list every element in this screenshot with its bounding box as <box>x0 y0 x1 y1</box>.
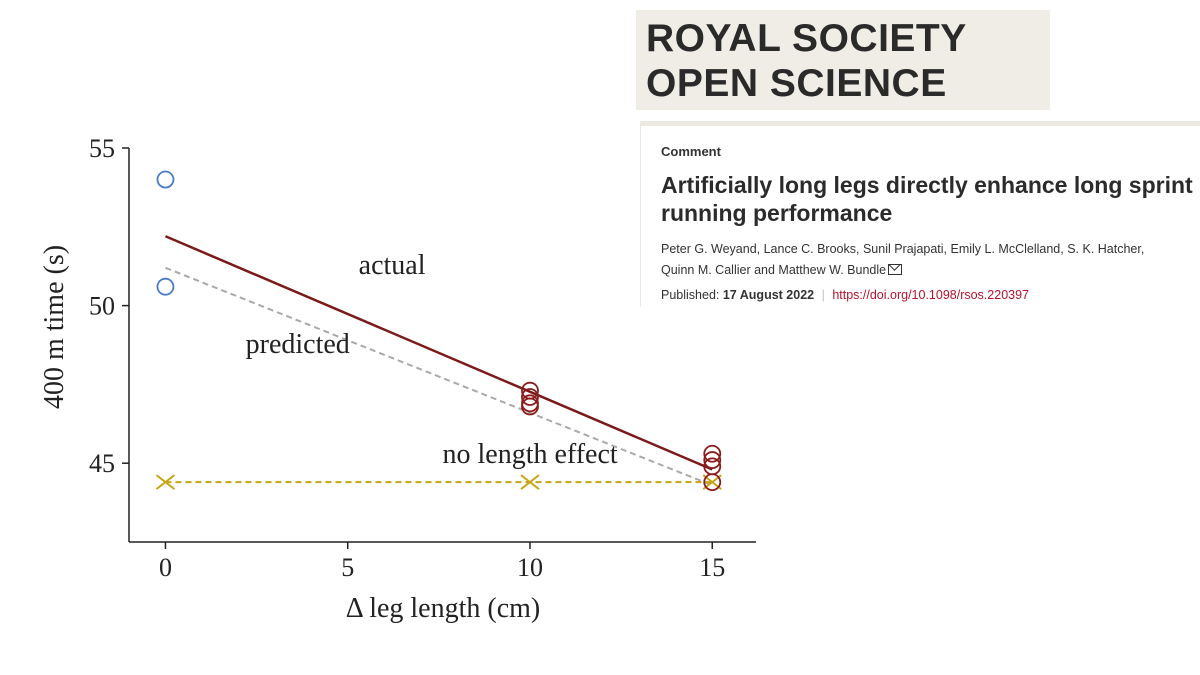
x-marker-stroke <box>155 474 176 490</box>
x-tick-label: 5 <box>341 553 354 582</box>
x-marker <box>520 474 540 490</box>
predicted-line <box>165 266 713 487</box>
x-marker <box>155 474 176 490</box>
article-title[interactable]: Artificially long legs directly enhance … <box>661 172 1193 226</box>
mail-icon[interactable] <box>888 264 903 276</box>
published-label: Published: <box>661 288 720 302</box>
circle-marker <box>521 397 539 416</box>
y-tick-label: 45 <box>89 449 115 478</box>
circle-marker <box>521 388 539 406</box>
journal-name-line2: OPEN SCIENCE <box>646 62 947 105</box>
authors-line-2: Quinn M. Callier and Matthew W. Bundle <box>661 263 887 277</box>
circle-marker <box>703 473 722 492</box>
publication-info: Published: 17 August 2022 | https://doi.… <box>661 288 1200 302</box>
journal-banner: ROYAL SOCIETY OPEN SCIENCE <box>636 10 1050 110</box>
circle-marker <box>156 170 175 189</box>
y-tick-label: 50 <box>89 292 115 321</box>
annotation-label: predicted <box>246 329 350 360</box>
circle-marker <box>156 277 175 296</box>
authors-line-2-wrap: Quinn M. Callier and Matthew W. Bundle <box>661 260 1200 281</box>
y-tick-label: 55 <box>89 134 115 163</box>
x-marker-stroke <box>520 474 540 490</box>
x-tick-label: 0 <box>159 553 172 582</box>
chart-series <box>164 235 713 487</box>
circle-marker <box>703 451 722 469</box>
annotation-label: no length effect <box>443 439 618 470</box>
x-axis-label: Δ leg length (cm) <box>346 593 541 624</box>
x-tick-label: 10 <box>517 553 543 582</box>
actual-line <box>164 235 713 471</box>
journal-name-line1: ROYAL SOCIETY <box>646 17 967 60</box>
article-authors: Peter G. Weyand, Lance C. Brooks, Sunil … <box>661 239 1200 281</box>
publication-divider: | <box>821 288 825 302</box>
x-tick-label: 15 <box>699 553 725 582</box>
chart-markers <box>155 170 722 492</box>
authors-line-1: Peter G. Weyand, Lance C. Brooks, Sunil … <box>661 242 1145 256</box>
doi-link[interactable]: https://doi.org/10.1098/rsos.220397 <box>832 288 1029 302</box>
published-date: 17 August 2022 <box>722 288 815 302</box>
chart-axes: 0 5 10 15 45 50 55 <box>89 134 756 582</box>
leg-length-chart: 0 5 10 15 45 50 55 actual predicted no length ef… <box>39 134 756 624</box>
circle-marker <box>703 444 722 463</box>
article-type: Comment <box>661 144 721 159</box>
y-axis-label: 400 m time (s) <box>39 245 70 409</box>
annotation-label: actual <box>359 250 426 281</box>
chart-annotations: actual predicted no length effect <box>246 250 618 470</box>
article-card: Comment Artificially long legs directly … <box>640 121 1200 307</box>
